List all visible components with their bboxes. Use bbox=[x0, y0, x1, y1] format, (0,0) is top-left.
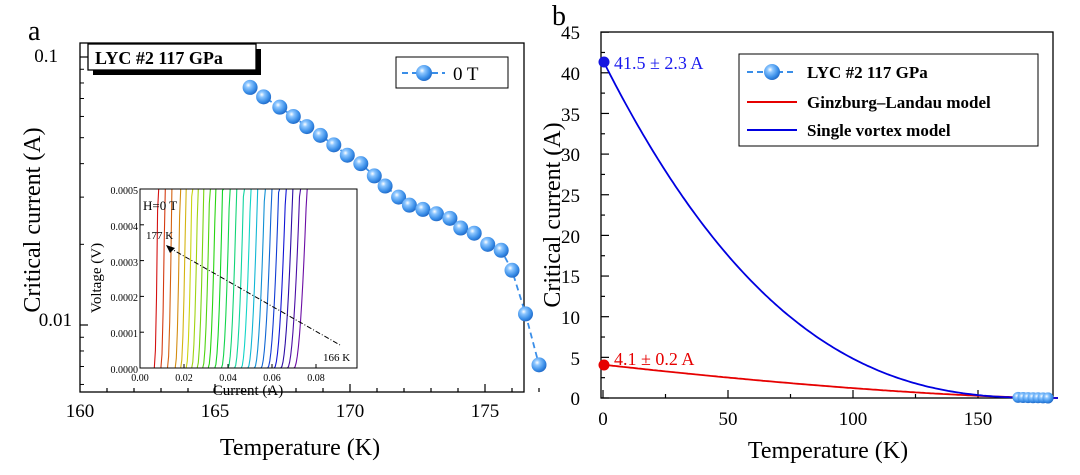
panel-a-data-point bbox=[453, 220, 469, 236]
panel-a-data-point bbox=[272, 99, 288, 115]
panel-b-sv-annotation: 41.5 ± 2.3 A bbox=[614, 53, 703, 73]
panel-a-data-point bbox=[366, 168, 382, 184]
panel-a-y-ticks bbox=[80, 56, 88, 385]
inset-ticks bbox=[139, 188, 317, 369]
panel-b-curves bbox=[602, 60, 1058, 404]
panel-a-data-point bbox=[242, 79, 258, 95]
panel-b-ytick-25: 25 bbox=[561, 186, 580, 207]
panel-a-x-ticks bbox=[106, 384, 540, 392]
panel-b-xtick-150: 150 bbox=[964, 409, 993, 430]
inset-xtick-4: 0.08 bbox=[307, 373, 325, 384]
panel-b-ytick-45: 45 bbox=[561, 23, 580, 44]
inset-xlabel: Current (A) bbox=[213, 383, 283, 399]
panel-b-ytick-5: 5 bbox=[571, 349, 581, 370]
panel-b-xtick-50: 50 bbox=[719, 409, 738, 430]
panel-a-data-point bbox=[531, 357, 547, 373]
panel-a: a 0.1 0.01 160 165 170 175 Temperature (… bbox=[20, 16, 547, 461]
panel-a-xlabel: Temperature (K) bbox=[220, 435, 380, 461]
panel-b-ytick-15: 15 bbox=[561, 267, 580, 288]
inset: 0.0000 0.0001 0.0002 0.0003 0.0004 0.000… bbox=[89, 186, 358, 399]
inset-ytick-2: 0.0002 bbox=[111, 293, 139, 304]
inset-xtick-0: 0.00 bbox=[131, 373, 149, 384]
panel-b-y-tick-labels: 0 5 10 15 20 25 30 35 40 45 bbox=[561, 23, 580, 410]
panel-b-gl-annotation: 4.1 ± 0.2 A bbox=[614, 349, 694, 369]
inset-field-label: H=0 T bbox=[143, 198, 177, 213]
panel-a-ytick-0.01: 0.01 bbox=[39, 310, 72, 331]
inset-frame bbox=[139, 188, 358, 369]
inset-ytick-4: 0.0004 bbox=[111, 222, 139, 233]
inset-ytick-0: 0.0000 bbox=[111, 365, 139, 376]
panel-a-ytick-0.1: 0.1 bbox=[34, 46, 58, 67]
panel-a-tag: LYC #2 117 GPa bbox=[95, 48, 223, 68]
panel-a-data-point bbox=[504, 262, 520, 278]
panel-a-data-point bbox=[377, 178, 393, 194]
panel-b-ytick-30: 30 bbox=[561, 145, 580, 166]
inset-xtick-1: 0.02 bbox=[175, 373, 193, 384]
panel-b-xtick-0: 0 bbox=[598, 409, 608, 430]
panel-b-letter: b bbox=[552, 1, 566, 32]
panel-b-sv-curve bbox=[602, 60, 1058, 399]
inset-arrowhead bbox=[166, 245, 175, 253]
panel-a-data-point bbox=[401, 197, 417, 213]
panel-b-xlabel: Temperature (K) bbox=[748, 438, 908, 464]
panel-a-xtick-175: 175 bbox=[471, 401, 500, 422]
panel-b-ytick-0: 0 bbox=[571, 389, 581, 410]
legend-marker bbox=[764, 64, 780, 80]
panel-a-xtick-160: 160 bbox=[66, 401, 95, 422]
panel-a-legend-label: 0 T bbox=[453, 64, 479, 85]
panel-a-data-point bbox=[415, 201, 431, 217]
panel-a-frame bbox=[79, 42, 525, 393]
panel-a-ylabel: Critical current (A) bbox=[20, 127, 46, 312]
inset-temperature-arrow bbox=[167, 246, 341, 346]
panel-b-gl-curve bbox=[602, 363, 1058, 399]
panel-b-xtick-100: 100 bbox=[839, 409, 868, 430]
panel-b-ylabel: Critical current (A) bbox=[540, 122, 566, 307]
panel-a-data-point bbox=[428, 206, 444, 222]
panel-b-sv-point bbox=[598, 56, 610, 68]
inset-xtick-3: 0.06 bbox=[263, 373, 281, 384]
panel-a-data-point bbox=[285, 108, 301, 124]
panel-a-tag-box bbox=[87, 43, 257, 71]
panel-a-series bbox=[242, 79, 547, 373]
panel-a-data-point bbox=[480, 236, 496, 252]
panel-a-xtick-170: 170 bbox=[336, 401, 365, 422]
legend-label-sample: LYC #2 117 GPa bbox=[807, 63, 928, 82]
panel-a-data-point bbox=[391, 189, 407, 205]
panel-b-ytick-40: 40 bbox=[561, 64, 580, 85]
panel-a-data-point bbox=[299, 119, 315, 135]
panel-a-data-point bbox=[442, 210, 458, 226]
panel-a-data-point bbox=[326, 137, 342, 153]
inset-label-166K: 166 K bbox=[323, 352, 350, 364]
panel-a-legend-marker bbox=[416, 65, 432, 81]
panel-a-data-point bbox=[339, 147, 355, 163]
panel-a-data-point bbox=[256, 89, 272, 105]
inset-xtick-2: 0.04 bbox=[219, 373, 237, 384]
panel-b: b 0 5 10 15 20 25 30 35 40 45 0 50 100 1… bbox=[540, 1, 1058, 464]
inset-ytick-5: 0.0005 bbox=[111, 186, 139, 197]
panel-a-data-point bbox=[518, 306, 533, 322]
panel-b-ytick-20: 20 bbox=[561, 227, 580, 248]
panel-b-ticks bbox=[601, 31, 1042, 399]
panel-a-data-point bbox=[493, 242, 509, 258]
panel-b-ytick-10: 10 bbox=[561, 308, 580, 329]
inset-ytick-3: 0.0003 bbox=[111, 258, 139, 269]
inset-ylabel: Voltage (V) bbox=[89, 243, 105, 313]
legend-label-sv: Single vortex model bbox=[807, 121, 951, 140]
panel-b-ytick-35: 35 bbox=[561, 105, 580, 126]
panel-a-data-point bbox=[466, 225, 482, 241]
panel-b-gl-point bbox=[598, 359, 610, 371]
panel-a-data-point bbox=[353, 156, 369, 172]
panel-a-data-point bbox=[312, 127, 328, 143]
legend-label-gl: Ginzburg–Landau model bbox=[807, 93, 991, 112]
panel-a-xtick-165: 165 bbox=[201, 401, 230, 422]
inset-ytick-1: 0.0001 bbox=[111, 329, 139, 340]
inset-label-177K: 177 K bbox=[146, 230, 173, 242]
panel-b-data-point bbox=[1042, 392, 1054, 404]
panel-a-letter: a bbox=[28, 16, 41, 47]
